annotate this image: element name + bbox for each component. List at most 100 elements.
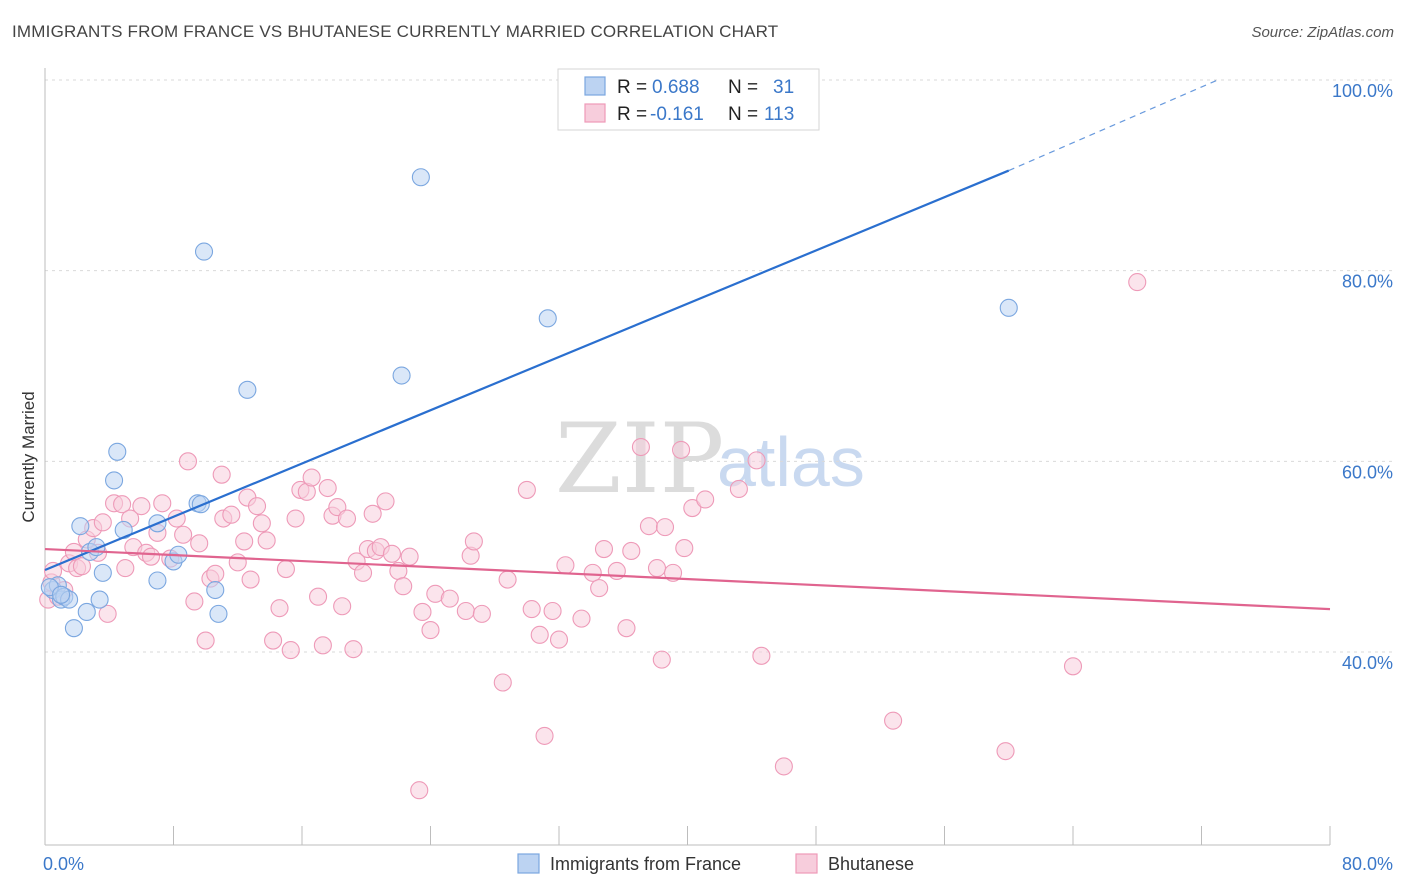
france-point [52, 585, 71, 604]
bhutanese-point [472, 604, 491, 623]
legend-label-bhutanese: Bhutanese [828, 854, 914, 874]
bhutanese-point [353, 563, 373, 582]
bhutanese-point [400, 547, 419, 566]
bhutanese-point [639, 517, 659, 536]
stats-n-label: N = [728, 77, 758, 98]
chart-title: IMMIGRANTS FROM FRANCE VS BHUTANESE CURR… [12, 22, 779, 41]
france-point [191, 495, 210, 514]
bhutanese-point [264, 631, 283, 650]
series-bhutanese-points [39, 273, 1147, 800]
watermark: ZIP atlas [555, 403, 865, 515]
france-point [64, 619, 83, 638]
gridlines [45, 79, 1395, 653]
bhutanese-point [747, 451, 766, 470]
france-point [538, 309, 557, 328]
stats-r-label: R = [617, 77, 647, 98]
bhutanese-point [270, 599, 289, 618]
bhutanese-point [302, 468, 321, 487]
bhutanese-point [174, 525, 193, 544]
bhutanese-point [729, 479, 748, 499]
france-point [71, 517, 90, 536]
bhutanese-point [344, 640, 363, 659]
y-tick-label: 60.0% [1342, 462, 1393, 482]
legend-label-france: Immigrants from France [550, 854, 741, 874]
bhutanese-point [281, 641, 300, 660]
bhutanese-point [72, 557, 91, 576]
france-trend-extension [1008, 79, 1218, 172]
bhutanese-point [652, 650, 671, 669]
stats-r-value: 0.688 [652, 77, 700, 98]
legend-item-bhutanese: Bhutanese [795, 853, 914, 874]
bhutanese-point [493, 673, 512, 692]
bhutanese-point [675, 539, 694, 558]
bhutanese-point [276, 560, 295, 579]
france-point [999, 298, 1018, 317]
bhutanese-point [257, 531, 276, 550]
watermark-zip: ZIP [555, 403, 724, 515]
bhutanese-point [196, 631, 215, 650]
bhutanese-point [376, 492, 395, 511]
bhutanese-point [153, 494, 172, 513]
france-point [209, 604, 228, 623]
stats-legend: R = 0.688 N = 31 R = -0.161 N = 113 [557, 68, 820, 131]
bhutanese-point [241, 570, 260, 589]
y-tick-label: 40.0% [1342, 653, 1393, 673]
stats-row-bhutanese: R = -0.161 N = 113 [584, 103, 794, 125]
bhutanese-point [190, 534, 209, 553]
bhutanese-point [333, 597, 352, 616]
x-tick-label: 80.0% [1342, 854, 1393, 874]
bhutanese-point [132, 497, 151, 516]
france-point [90, 590, 109, 609]
trend-lines [44, 79, 1331, 611]
bhutanese-point [884, 711, 903, 730]
y-tick-labels: 40.0% 60.0% 80.0% 100.0% [1332, 81, 1393, 673]
bhutanese-point [522, 600, 541, 619]
bhutanese-point [178, 452, 198, 471]
bhutanese-point [93, 513, 112, 532]
bhutanese-point [556, 556, 575, 575]
bottom-legend: Immigrants from France Bhutanese [517, 853, 914, 874]
france-point [206, 580, 225, 600]
legend-swatch-france [517, 853, 540, 874]
legend-swatch-bhutanese [584, 103, 606, 123]
france-point [77, 602, 96, 622]
y-axis-title: Currently Married [19, 391, 38, 522]
bhutanese-point [185, 592, 204, 611]
x-tick-labels: 0.0% 80.0% [43, 854, 1393, 874]
stats-n-value: 113 [764, 104, 794, 125]
stats-n-value: 31 [773, 77, 794, 98]
bhutanese-point [410, 781, 429, 800]
france-trend-line [44, 169, 1010, 572]
bhutanese-point [228, 553, 247, 572]
stats-r-label: R = [617, 104, 647, 125]
chart-source: Source: ZipAtlas.com [1251, 24, 1394, 41]
bhutanese-point [313, 636, 332, 655]
bhutanese-point [1063, 657, 1083, 676]
bhutanese-point [235, 532, 254, 551]
bhutanese-point [440, 589, 459, 608]
bhutanese-point [549, 630, 569, 649]
bhutanese-point [141, 547, 161, 566]
france-point [411, 168, 430, 187]
bhutanese-point [572, 609, 591, 628]
bhutanese-point [1128, 273, 1147, 292]
bhutanese-point [394, 577, 413, 596]
stats-r-value: -0.161 [650, 104, 704, 125]
bhutanese-point [647, 559, 667, 578]
bhutanese-point [672, 440, 691, 459]
bhutanese-point [212, 465, 231, 484]
bhutanese-point [655, 518, 675, 537]
y-tick-label: 100.0% [1332, 81, 1393, 101]
stats-row-france: R = 0.688 N = 31 [584, 76, 794, 98]
bhutanese-point [622, 541, 641, 560]
bhutanese-point [363, 504, 382, 523]
bhutanese-point [594, 539, 614, 559]
bhutanese-point [382, 544, 402, 563]
bhutanese-point [752, 646, 771, 665]
data-points [39, 168, 1147, 800]
legend-item-france: Immigrants from France [517, 853, 741, 874]
bhutanese-point [252, 514, 271, 533]
bhutanese-point [774, 757, 793, 776]
bhutanese-point [286, 509, 305, 528]
